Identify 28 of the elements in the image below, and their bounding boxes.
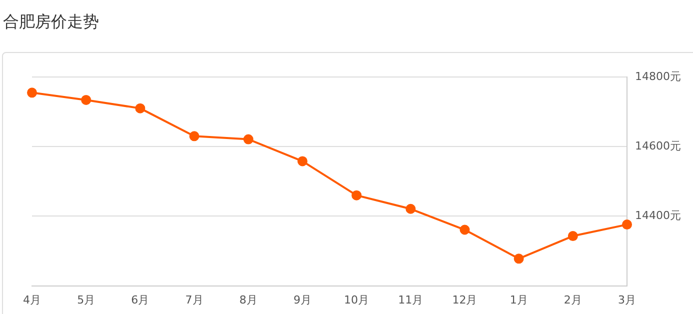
x-tick-label: 7月 [185,293,204,306]
point [514,254,524,264]
x-tick-label: 9月 [293,293,312,306]
point [622,220,632,230]
x-tick-label: 8月 [239,293,258,306]
point [406,204,416,214]
point [460,224,470,235]
x-tick-label: 5月 [77,293,96,306]
chart-title: 合肥房价走势 [3,12,99,33]
x-tick-label: 3月 [618,293,636,306]
point [27,88,37,98]
x-tick-label: 6月 [131,293,150,306]
x-tick-label: 1月 [510,293,528,306]
y-tick-label: 14400元 [635,209,682,222]
y-tick-label: 14600元 [635,139,682,152]
point [189,131,200,142]
x-tick-label: 2月 [564,293,582,306]
point [81,94,92,105]
point [568,231,578,242]
point [135,103,146,114]
y-tick-label: 14800元 [635,70,682,83]
x-tick-label: 11月 [398,293,424,306]
point [297,156,308,166]
x-tick-label: 4月 [23,293,41,306]
point [352,190,362,200]
point [243,134,254,144]
x-tick-label: 10月 [344,293,370,306]
x-tick-label: 12月 [452,293,478,306]
